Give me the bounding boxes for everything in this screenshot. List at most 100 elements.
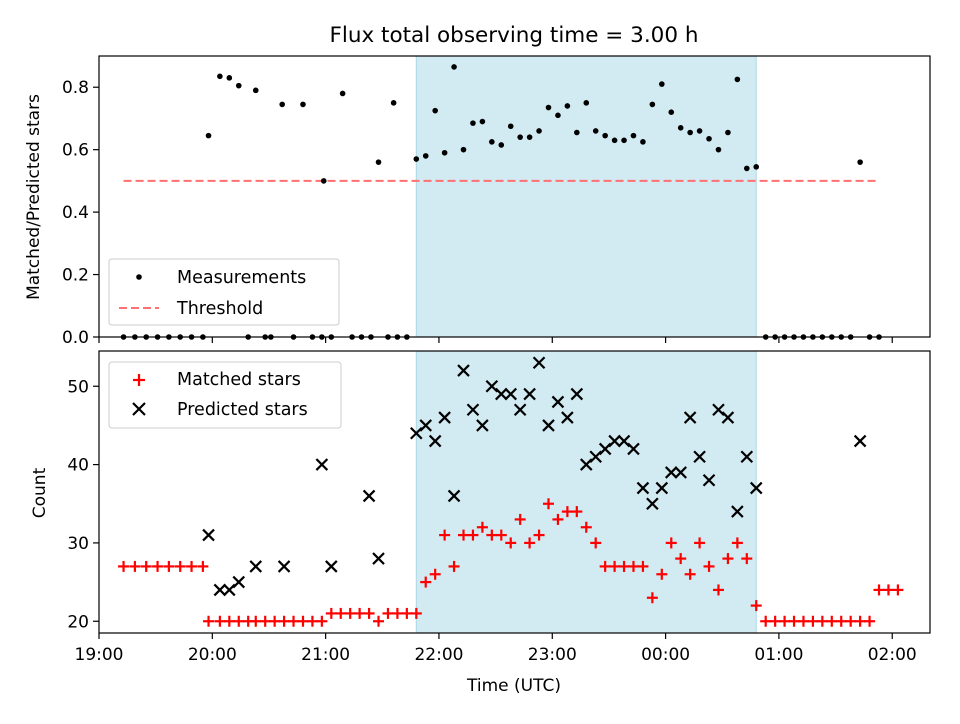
x-tick-label: 01:00 xyxy=(754,645,803,665)
x-tick-label: 22:00 xyxy=(414,645,463,665)
predicted-star-point xyxy=(664,466,678,479)
predicted-star-stroke-b xyxy=(674,466,687,479)
predicted-star-point xyxy=(749,481,763,495)
matched-star-point xyxy=(750,600,762,612)
matched-star-point xyxy=(306,615,318,627)
matched-star-point xyxy=(816,615,828,627)
measurement-point xyxy=(545,104,552,111)
predicted-star-stroke-b xyxy=(476,419,489,432)
matched-star-point xyxy=(297,615,309,627)
measurement-point xyxy=(706,135,712,142)
predicted-star-stroke-b xyxy=(438,411,451,424)
bottom-legend-box xyxy=(108,361,342,429)
bottom-shaded-region xyxy=(415,350,757,634)
matched-star-point xyxy=(391,607,403,619)
matched-star-point xyxy=(363,607,375,619)
top-y-tick-label: 0.4 xyxy=(62,203,89,223)
top-y-axis-label: Matched/Predicted stars xyxy=(24,94,44,300)
top-x-axis xyxy=(98,337,893,343)
predicted-star-stroke-b xyxy=(589,450,602,464)
matched-star-point xyxy=(524,537,536,549)
measurement-point xyxy=(536,128,542,134)
measurement-point xyxy=(279,101,285,108)
predicted-star-point xyxy=(466,403,480,417)
matched-star-point xyxy=(174,560,186,572)
matched-star-point xyxy=(637,560,649,572)
matched-star-point xyxy=(580,521,592,533)
matched-star-point xyxy=(203,615,215,627)
bottom-y-tick-label: 30 xyxy=(67,534,89,554)
predicted-star-stroke-b xyxy=(523,387,536,401)
bottom-y-tick-label: 50 xyxy=(67,377,89,397)
predicted-star-point xyxy=(410,426,423,440)
predicted-star-point xyxy=(457,364,470,377)
predicted-star-stroke-b xyxy=(532,356,546,370)
predicted-star-point xyxy=(589,450,602,464)
measurement-point xyxy=(611,137,618,144)
matched-star-point xyxy=(129,560,141,572)
predicted-star-stroke-b xyxy=(579,458,593,471)
measurement-point xyxy=(300,101,306,108)
predicted-star-stroke-b xyxy=(362,489,376,503)
legend-measurements-label: Measurements xyxy=(177,268,306,288)
top-legend: Measurements Threshold xyxy=(108,258,340,326)
measurement-point xyxy=(630,132,637,139)
predicted-star-stroke-b xyxy=(570,387,584,401)
measurement-point xyxy=(574,129,580,136)
predicted-star-point xyxy=(627,442,640,456)
predicted-star-stroke-b xyxy=(608,434,621,448)
matched-star-point xyxy=(505,537,517,549)
predicted-star-point xyxy=(277,560,291,573)
measurement-point xyxy=(422,153,429,159)
measurement-point xyxy=(460,146,467,153)
predicted-star-stroke-b xyxy=(749,481,763,495)
predicted-star-point xyxy=(249,560,263,573)
predicted-star-point xyxy=(598,442,612,456)
predicted-star-stroke-b xyxy=(372,552,385,565)
predicted-star-point xyxy=(617,434,631,448)
predicted-star-stroke-b xyxy=(664,466,678,479)
measurement-point xyxy=(489,139,495,145)
bottom-y-tick-label: 20 xyxy=(67,612,89,632)
measurement-point xyxy=(413,156,420,162)
predicted-star-stroke-b xyxy=(457,364,470,377)
predicted-star-stroke-b xyxy=(249,560,263,573)
matched-star-point xyxy=(495,529,507,541)
legend-matched-label: Matched stars xyxy=(177,370,301,390)
predicted-star-stroke-b xyxy=(561,411,574,424)
top-shaded-region xyxy=(415,55,757,338)
matched-star-point xyxy=(373,615,385,627)
predicted-star-stroke-b xyxy=(495,387,508,401)
predicted-star-point xyxy=(579,458,593,471)
measurement-point xyxy=(526,134,533,140)
top-y-tick-label: 0.8 xyxy=(62,78,89,98)
matched-star-point xyxy=(571,506,583,518)
matched-star-point xyxy=(760,615,772,627)
predicted-star-point xyxy=(570,387,584,401)
predicted-star-point xyxy=(721,411,735,424)
matched-star-point xyxy=(845,615,857,627)
predicted-star-stroke-b xyxy=(731,505,744,518)
matched-star-point xyxy=(382,607,394,619)
predicted-star-stroke-b xyxy=(542,419,555,432)
matched-star-point xyxy=(288,615,300,627)
predicted-star-stroke-b xyxy=(466,403,480,417)
predicted-star-stroke-b xyxy=(598,442,612,456)
matched-star-point xyxy=(703,560,715,572)
predicted-star-point xyxy=(232,575,246,589)
measurement-point xyxy=(390,100,397,106)
matched-star-point xyxy=(152,560,164,572)
predicted-star-stroke-b xyxy=(636,481,650,495)
measurement-point xyxy=(857,159,863,165)
predicted-star-point xyxy=(712,403,725,417)
matched-star-point xyxy=(826,615,838,627)
matched-star-point xyxy=(656,568,668,580)
predicted-star-stroke-b xyxy=(683,411,697,424)
x-tick-label: 19:00 xyxy=(75,645,124,665)
matched-star-point xyxy=(835,615,847,627)
legend-measurements-marker xyxy=(136,274,142,280)
measurement-point xyxy=(205,132,212,139)
measurement-point xyxy=(375,159,382,165)
measurement-point xyxy=(226,75,233,81)
